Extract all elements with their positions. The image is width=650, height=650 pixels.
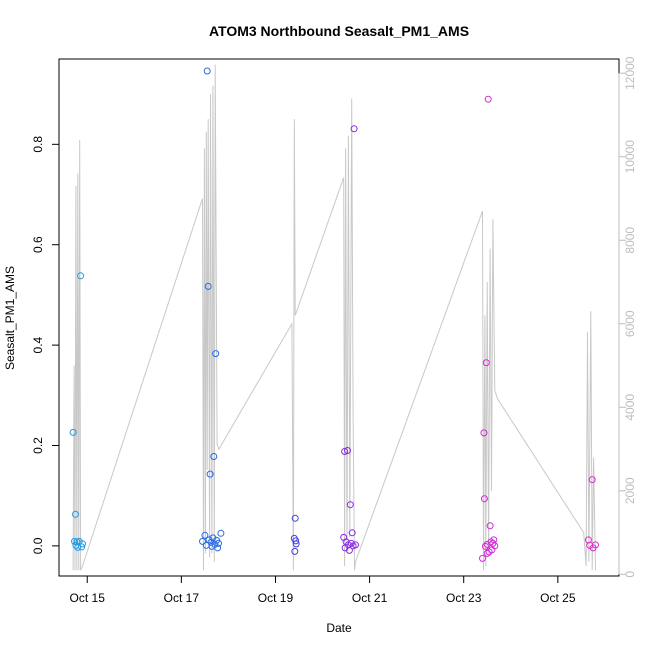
altitude-layer bbox=[72, 64, 596, 571]
x-tick-label: Oct 15 bbox=[70, 591, 106, 605]
data-point bbox=[479, 554, 486, 562]
points-layer bbox=[69, 67, 599, 562]
x-tick-label: Oct 25 bbox=[540, 591, 576, 605]
x-tick-label: Oct 17 bbox=[164, 591, 200, 605]
data-point bbox=[69, 428, 77, 436]
data-point bbox=[79, 540, 86, 548]
data-point bbox=[345, 546, 353, 554]
y-tick-label: 0.8 bbox=[31, 136, 45, 153]
data-point bbox=[204, 282, 212, 290]
chart-title: ATOM3 Northbound Seasalt_PM1_AMS bbox=[209, 23, 469, 39]
y2-tick-label: 12000 bbox=[623, 56, 637, 90]
data-point bbox=[199, 537, 206, 545]
data-point bbox=[341, 448, 349, 455]
data-point bbox=[348, 529, 356, 537]
data-point bbox=[483, 549, 491, 557]
data-point bbox=[480, 495, 488, 503]
y-axis-label: Seasalt_PM1_AMS bbox=[3, 266, 17, 370]
data-point bbox=[482, 359, 490, 367]
data-point bbox=[203, 67, 211, 75]
data-point bbox=[350, 125, 358, 133]
y2-tick-label: 4000 bbox=[623, 394, 637, 421]
data-point bbox=[481, 542, 489, 550]
y-tick-label: 0.0 bbox=[31, 537, 45, 554]
y-tick-label: 0.2 bbox=[31, 437, 45, 454]
data-point bbox=[292, 537, 300, 545]
y-tick-label: 0.4 bbox=[31, 336, 45, 353]
x-axis-label: Date bbox=[326, 621, 352, 635]
data-point bbox=[217, 529, 225, 537]
data-point bbox=[480, 429, 488, 437]
data-point bbox=[77, 272, 85, 280]
data-point bbox=[344, 447, 351, 454]
data-point bbox=[592, 541, 599, 549]
data-point bbox=[588, 476, 596, 484]
y2-tick-label: 10000 bbox=[623, 140, 637, 174]
plot-frame bbox=[58, 58, 620, 577]
y2-tick-label: 8000 bbox=[623, 227, 637, 254]
data-point bbox=[352, 541, 359, 549]
y-tick-label: 0.6 bbox=[31, 236, 45, 253]
y2-tick-label: 2000 bbox=[623, 477, 637, 504]
data-point bbox=[291, 514, 299, 522]
data-point bbox=[291, 547, 299, 555]
data-point bbox=[292, 540, 300, 548]
data-point bbox=[215, 539, 222, 547]
data-point bbox=[346, 501, 354, 509]
data-point bbox=[78, 543, 86, 551]
data-point bbox=[214, 544, 222, 552]
data-point bbox=[206, 470, 214, 478]
data-point bbox=[212, 350, 220, 358]
altitude-line bbox=[72, 64, 596, 571]
data-point bbox=[484, 95, 492, 103]
x-tick-label: Oct 19 bbox=[258, 591, 294, 605]
data-point bbox=[210, 453, 218, 460]
data-point bbox=[491, 542, 499, 550]
data-point bbox=[201, 531, 209, 539]
x-tick-label: Oct 23 bbox=[446, 591, 482, 605]
x-tick-label: Oct 21 bbox=[352, 591, 388, 605]
data-point bbox=[486, 522, 494, 530]
y2-tick-label: 0 bbox=[623, 571, 637, 578]
y2-tick-label: 6000 bbox=[623, 310, 637, 337]
axes-layer: Oct 15 Oct 17 Oct 19 Oct 21 Oct 23 Oct 25 0.0 0… bbox=[31, 56, 637, 605]
data-point bbox=[72, 510, 79, 518]
